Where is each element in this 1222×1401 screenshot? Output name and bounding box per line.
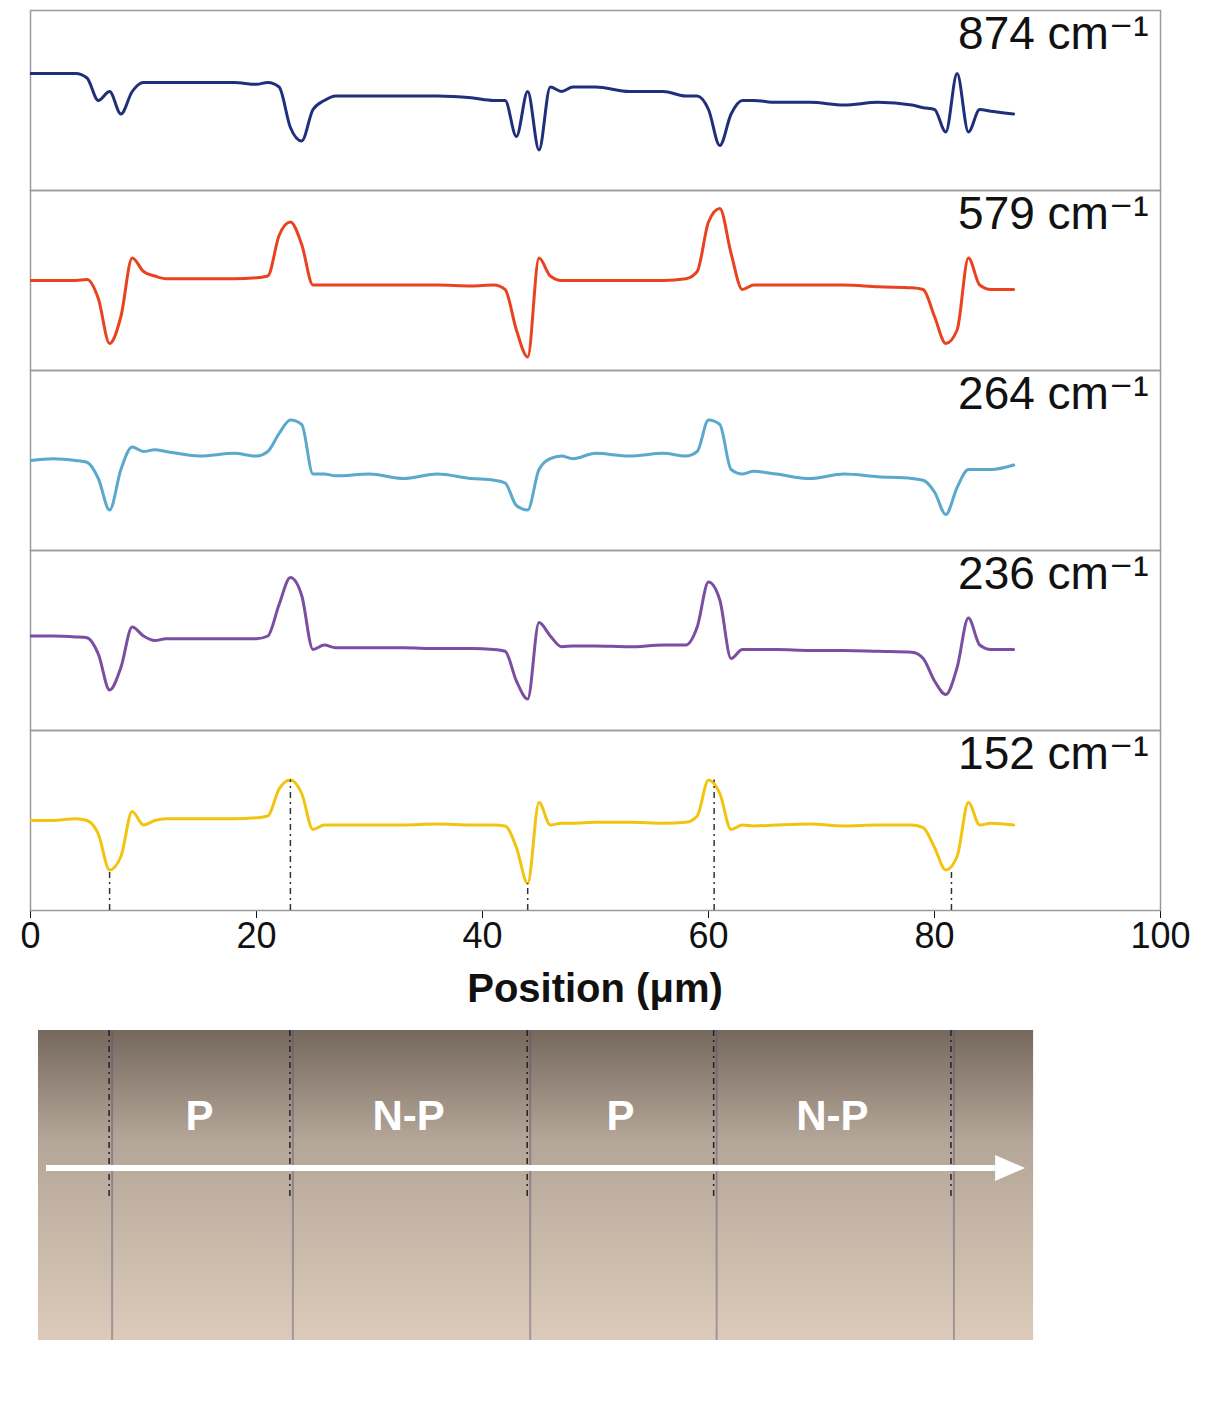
- svg-text:60: 60: [688, 915, 728, 956]
- svg-text:874 cm⁻¹: 874 cm⁻¹: [958, 7, 1148, 59]
- svg-text:236 cm⁻¹: 236 cm⁻¹: [958, 547, 1148, 599]
- svg-text:80: 80: [914, 915, 954, 956]
- svg-text:N-P: N-P: [796, 1092, 868, 1139]
- svg-text:579 cm⁻¹: 579 cm⁻¹: [958, 187, 1148, 239]
- svg-text:P: P: [185, 1092, 213, 1139]
- svg-text:N-P: N-P: [372, 1092, 444, 1139]
- svg-text:20: 20: [236, 915, 276, 956]
- svg-text:264 cm⁻¹: 264 cm⁻¹: [958, 367, 1148, 419]
- svg-text:100: 100: [1130, 915, 1190, 956]
- svg-text:P: P: [606, 1092, 634, 1139]
- svg-text:40: 40: [462, 915, 502, 956]
- svg-text:0: 0: [20, 915, 40, 956]
- svg-text:152 cm⁻¹: 152 cm⁻¹: [958, 727, 1148, 779]
- svg-text:Position (μm): Position (μm): [467, 966, 723, 1010]
